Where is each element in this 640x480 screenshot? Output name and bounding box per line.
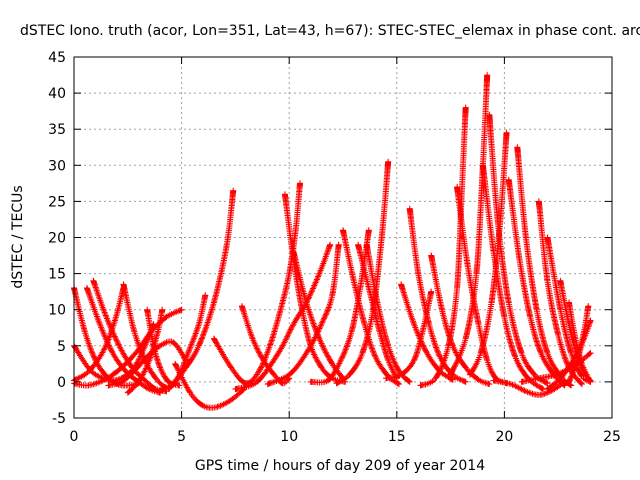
data-series <box>355 241 400 382</box>
series-markers <box>172 360 247 411</box>
data-series <box>157 187 237 394</box>
x-axis-ticks: 0 5 10 15 20 25 <box>70 57 621 445</box>
y-tick-label: 15 <box>48 267 66 283</box>
data-series <box>340 227 402 388</box>
data-series <box>264 241 342 388</box>
data-series <box>566 303 592 385</box>
series-markers <box>105 338 189 389</box>
data-series <box>172 360 247 411</box>
series-markers <box>333 158 392 387</box>
series-markers <box>383 288 435 382</box>
y-tick-label: 35 <box>48 122 66 138</box>
x-tick-label: 15 <box>388 429 406 445</box>
y-tick-label: 20 <box>48 231 66 247</box>
y-tick-label: 30 <box>48 158 66 174</box>
series-markers <box>479 162 547 393</box>
data-series <box>383 288 435 382</box>
x-tick-label: 0 <box>70 429 79 445</box>
y-tick-label: 10 <box>48 303 66 319</box>
data-series <box>505 176 568 389</box>
data-series <box>333 158 392 387</box>
series-markers <box>232 241 334 393</box>
data-points <box>71 72 594 411</box>
data-series <box>210 180 303 387</box>
data-series <box>544 234 594 385</box>
series-markers <box>505 176 568 389</box>
y-axis-label: dSTEC / TECUs <box>10 185 26 288</box>
series-markers <box>157 187 237 394</box>
series-markers <box>428 252 493 388</box>
data-series <box>105 338 189 389</box>
x-tick-label: 25 <box>603 429 621 445</box>
data-series <box>479 162 547 393</box>
series-markers <box>290 248 346 382</box>
y-tick-label: 5 <box>57 339 66 355</box>
data-series <box>428 252 493 388</box>
y-tick-label: 0 <box>57 375 66 391</box>
y-tick-label: -5 <box>52 411 66 427</box>
x-tick-label: 5 <box>177 429 186 445</box>
series-markers <box>355 241 400 382</box>
series-markers <box>544 234 594 385</box>
series-markers <box>264 241 342 388</box>
y-axis-ticks: -5 0 5 10 15 20 25 30 35 40 45 <box>48 50 612 427</box>
y-tick-label: 45 <box>48 50 66 66</box>
series-markers <box>490 377 568 398</box>
data-series <box>490 377 568 398</box>
y-tick-label: 25 <box>48 194 66 210</box>
x-tick-label: 20 <box>495 429 513 445</box>
grid <box>74 57 612 418</box>
y-tick-label: 40 <box>48 86 66 102</box>
data-series <box>290 248 346 382</box>
chart-title: dSTEC Iono. truth (acor, Lon=351, Lat=43… <box>20 23 640 39</box>
x-tick-label: 10 <box>280 429 298 445</box>
series-markers <box>566 303 592 385</box>
series-markers <box>210 180 303 387</box>
x-axis-label: GPS time / hours of day 209 of year 2014 <box>195 458 485 474</box>
data-series <box>398 281 456 383</box>
data-series <box>232 241 334 393</box>
series-markers <box>514 144 575 389</box>
series-markers <box>340 227 402 388</box>
series-markers <box>398 281 456 383</box>
data-series <box>514 144 575 389</box>
